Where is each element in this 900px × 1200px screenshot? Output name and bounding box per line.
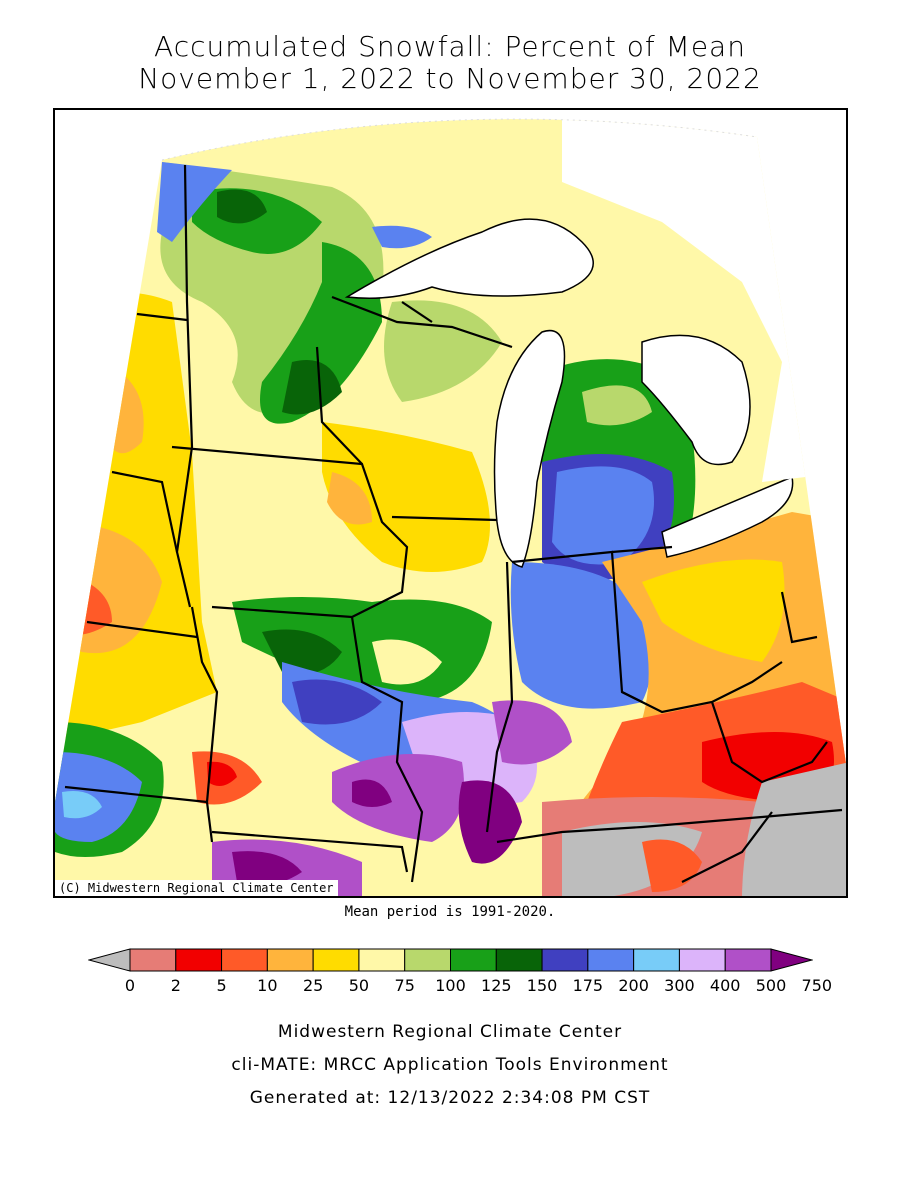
legend-tick-label: 10: [257, 976, 278, 995]
legend-cell: [358, 948, 406, 972]
region-in-300-400: [510, 562, 652, 709]
lake-huron: [641, 334, 751, 466]
legend-tick-label: 50: [348, 976, 370, 995]
region-north-175-200: [217, 189, 267, 224]
legend-cell: [129, 948, 177, 972]
legend-tick-label: 75: [394, 976, 415, 995]
lake-superior: [344, 218, 594, 299]
region-ky-above-750: [458, 780, 522, 864]
color-legend: [88, 948, 813, 972]
region-in-750: [492, 700, 572, 765]
region-central-25-50: [327, 472, 372, 525]
legend-tick-label: 25: [302, 976, 324, 995]
legend-cell: [404, 948, 452, 972]
legend-cell: [633, 948, 680, 972]
region-central-50-75: [322, 422, 490, 572]
legend-cell: [221, 948, 268, 972]
lake-michigan: [493, 329, 566, 568]
footer-generated-at: Generated at: 12/13/2022 2:34:08 PM CST: [249, 1088, 651, 1108]
legend-tick-label: 5: [216, 976, 227, 995]
region-south-above-750: [232, 851, 302, 886]
legend-tick-label: 150: [526, 976, 558, 995]
legend-tick-label: 2: [170, 976, 181, 995]
region-mo-above-750: [352, 779, 392, 807]
legend-cell: [541, 948, 589, 972]
legend-tick-label: 100: [435, 976, 466, 995]
region-il-100-125: [372, 639, 442, 685]
legend-cell: [724, 948, 772, 972]
region-va-0-2: [742, 762, 846, 896]
legend-cell: [678, 948, 726, 972]
region-sw-400-500: [62, 791, 102, 819]
legend-tick-label: 400: [709, 976, 741, 995]
map-copyright: (C) Midwestern Regional Climate Center: [55, 880, 338, 896]
region-oh-50-75: [642, 559, 785, 662]
legend-tick-label: 500: [755, 976, 787, 995]
legend-tick-label: 750: [801, 976, 833, 995]
legend-cell: [450, 948, 497, 972]
map-frame: [53, 108, 848, 898]
map-title-line-2: November 1, 2022 to November 30, 2022: [138, 62, 762, 95]
state-boundaries: [64, 164, 843, 883]
legend-tick-label: 200: [618, 976, 649, 995]
mean-period-note: Mean period is 1991-2020.: [344, 904, 556, 920]
region-mi-125-150: [582, 385, 652, 426]
legend-cell: [175, 948, 223, 972]
legend-tick-label: 0: [124, 976, 136, 995]
region-mn-175-200: [282, 360, 342, 415]
footer-application: cli-MATE: MRCC Application Tools Environ…: [231, 1055, 669, 1075]
legend-cell: [312, 948, 360, 972]
region-wi-125-150: [384, 300, 502, 402]
legend-tick-label: 125: [481, 976, 512, 995]
region-se-mo-750: [332, 754, 464, 842]
map-title-line-1: Accumulated Snowfall: Percent of Mean: [154, 30, 746, 63]
lake-erie: [661, 475, 794, 558]
footer-organization: Midwestern Regional Climate Center: [277, 1022, 623, 1042]
region-nw-300-400: [157, 162, 232, 242]
legend-tick-label: 175: [572, 976, 604, 995]
region-superior-300-400: [372, 225, 432, 249]
legend-arrow-left: [88, 948, 131, 972]
legend-cell: [587, 948, 635, 972]
region-mo-200-300: [292, 679, 382, 725]
snowfall-map: [55, 118, 846, 896]
legend-cell: [266, 948, 314, 972]
region-ks-5-10: [207, 761, 237, 786]
region-sw-300-400: [55, 752, 142, 842]
legend-arrow-right: [770, 948, 813, 972]
legend-tick-label: 300: [664, 976, 695, 995]
legend-cell: [495, 948, 543, 972]
region-mi-300-400: [552, 466, 654, 565]
